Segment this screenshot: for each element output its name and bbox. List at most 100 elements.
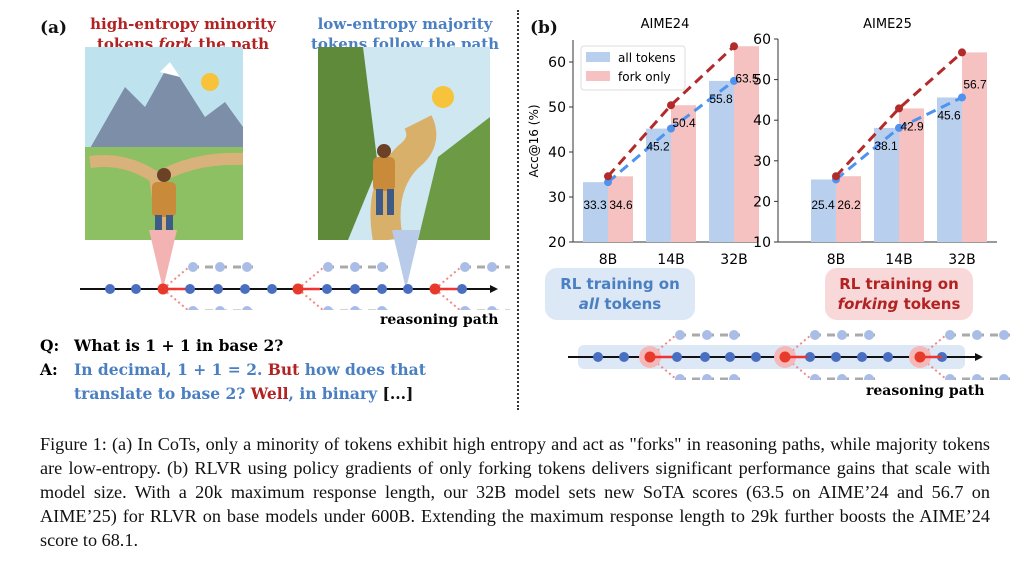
branch-token [215, 262, 225, 272]
branch-token [864, 330, 874, 340]
token-node [213, 284, 223, 294]
answer-token: , in binary [288, 384, 383, 403]
fork-token [914, 351, 926, 363]
token-node [350, 284, 360, 294]
branch-token [377, 262, 387, 272]
trend-line-fork-only [834, 51, 963, 178]
branch-token [350, 262, 360, 272]
token-node [883, 352, 893, 362]
token-node [805, 352, 815, 362]
branch-token [837, 330, 847, 340]
fork-branch [434, 288, 462, 310]
legend-swatch [586, 52, 610, 62]
y-tick-label: 30 [548, 190, 566, 206]
branch-token [460, 262, 470, 272]
branch-token [729, 330, 739, 340]
y-tick-label: 60 [753, 32, 771, 48]
heading-line: high-entropy minority [90, 15, 276, 33]
data-label: 55.8 [709, 92, 733, 106]
fork-token [157, 283, 169, 295]
path-label-a: reasoning path [380, 312, 499, 328]
x-tick-label: 32B [720, 252, 747, 268]
reasoning-path-diagram-a [80, 230, 510, 310]
branch-token [972, 330, 982, 340]
token-node [831, 352, 841, 362]
path-label-b: reasoning path [866, 383, 985, 399]
x-tick-label: 32B [948, 252, 975, 268]
trend-point [667, 124, 675, 133]
answer-token: how does that translate to base 2? [74, 360, 426, 403]
trend-point [604, 178, 612, 187]
bar-all-tokens [811, 179, 836, 242]
branch-token [188, 306, 198, 310]
token-node [725, 352, 735, 362]
trend-point [730, 76, 738, 85]
callout-cone [392, 230, 420, 289]
token-node [619, 352, 629, 362]
trend-point [832, 172, 840, 181]
token-node [593, 352, 603, 362]
data-label: 45.6 [937, 108, 961, 122]
token-node [131, 284, 141, 294]
branch-token [188, 262, 198, 272]
bar-fork-only [899, 108, 924, 243]
box-forking-tokens: RL training on forking tokens [825, 268, 973, 320]
legend-label: all tokens [618, 51, 676, 65]
arrowhead-icon [975, 353, 983, 361]
token-node [672, 352, 682, 362]
branch-token [350, 306, 360, 310]
fork-illustration [85, 47, 243, 240]
data-label: 33.3 [583, 198, 607, 212]
bar-all-tokens [709, 80, 734, 243]
branch-token [945, 374, 955, 380]
branch-token [215, 306, 225, 310]
answer-token: But [267, 360, 300, 379]
fork-branch [297, 266, 325, 290]
token-node [105, 284, 115, 294]
bar-fork-only [734, 46, 759, 242]
figure-caption: Figure 1: (a) In CoTs, only a minority o… [40, 434, 990, 550]
branch-token [837, 374, 847, 380]
trend-point [958, 48, 966, 57]
bar-all-tokens [874, 127, 899, 242]
branch-token [999, 330, 1009, 340]
branch-token [675, 330, 685, 340]
accuracy-charts: AIME24 20 30 40 50 60 Acc@16 (%) 8B 14B 32B 33.3 45… [527, 17, 997, 268]
y-tick-label: 50 [548, 100, 566, 116]
token-node [403, 284, 413, 294]
reasoning-path-diagram-b [568, 330, 1010, 380]
legend-label: fork only [618, 70, 671, 84]
data-label: 56.7 [963, 77, 987, 91]
y-tick-label: 20 [753, 194, 771, 210]
y-tick-label: 40 [548, 145, 566, 161]
panel-a-label: (a) [40, 18, 68, 38]
branch-token [999, 374, 1009, 380]
data-label: 34.6 [609, 198, 633, 212]
trend-point [958, 93, 966, 102]
trend-point [730, 42, 738, 51]
branch-token [972, 374, 982, 380]
branch-token [242, 306, 252, 310]
trend-line-fork-only [606, 45, 736, 178]
trend-point [604, 172, 612, 181]
q-label: Q: [40, 336, 60, 355]
token-node [322, 284, 332, 294]
data-label: 38.1 [874, 139, 898, 153]
fork-token [644, 351, 656, 363]
bar-fork-only [671, 105, 696, 242]
x-tick-label: 8B [827, 252, 846, 268]
fork-token [429, 283, 441, 295]
branch-token [864, 374, 874, 380]
fork-branch [162, 266, 190, 290]
token-node [857, 352, 867, 362]
branch-token [945, 330, 955, 340]
token-node [700, 352, 710, 362]
branch-token [810, 374, 820, 380]
fork-branch [434, 266, 462, 290]
data-label: 45.2 [646, 140, 670, 154]
chart-title: AIME25 [863, 17, 912, 32]
y-tick-label: 40 [753, 113, 771, 129]
box-all-tokens: RL training on all tokens [545, 268, 695, 320]
data-label: 50.4 [672, 116, 696, 130]
token-node [751, 352, 761, 362]
